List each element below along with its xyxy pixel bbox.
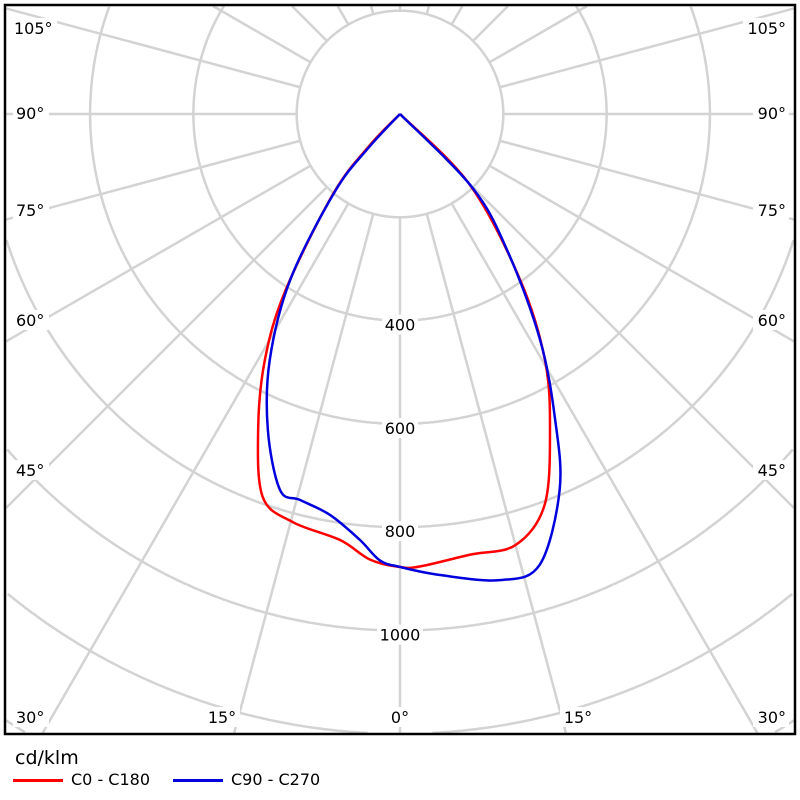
legend-label: C0 - C180: [71, 770, 151, 789]
angle-label-right: 90°: [758, 104, 786, 123]
angle-spoke: [212, 4, 312, 64]
angle-label-bottom: 15°: [564, 708, 592, 727]
radial-gridline: [88, 6, 712, 426]
angle-spoke: [41, 202, 350, 734]
angle-spoke: [472, 5, 509, 42]
angle-label-right: 105°: [747, 19, 786, 38]
legend-swatch-blue: [173, 778, 223, 782]
angle-label-left: 105°: [14, 19, 53, 38]
radial-gridline: [7, 593, 793, 735]
angle-spoke: [488, 164, 795, 343]
angle-spoke: [5, 186, 328, 509]
intensity-curves: [256, 113, 562, 582]
radial-tick-label: 800: [385, 522, 416, 541]
angle-label-bottom: 0°: [391, 708, 409, 727]
angle-spoke: [472, 186, 795, 509]
legend-item-c0-c180: C0 - C180: [13, 770, 150, 790]
legend-label: C90 - C270: [231, 770, 321, 789]
radial-tick-label: 1000: [380, 626, 421, 645]
angle-spoke: [5, 164, 312, 343]
unit-label: cd/klm: [15, 747, 79, 769]
polar-intensity-chart: 105° 105° 90° 90° 75° 75° 60° 60° 45° 45° 30° 30° 15…: [3, 3, 797, 736]
legend-item-c90-c270: C90 - C270: [173, 770, 320, 790]
radial-tick-label: 600: [385, 419, 416, 438]
angle-label-left: 90°: [16, 104, 44, 123]
angle-label-left: 45°: [16, 461, 44, 480]
angle-spoke: [425, 213, 568, 734]
radial-gridline: [192, 5, 608, 322]
angle-label-bottom: 15°: [208, 708, 236, 727]
axis-labels: 105° 105° 90° 90° 75° 75° 60° 60° 45° 45° 30° 30° 15…: [11, 18, 789, 727]
angle-label-right: 75°: [758, 201, 786, 220]
angle-label-left: 60°: [16, 311, 44, 330]
radial-tick-label: 400: [385, 316, 416, 335]
angle-spoke: [5, 139, 301, 221]
angle-label-left: 75°: [16, 201, 44, 220]
series-curve-1: [265, 113, 562, 582]
angle-spoke: [450, 202, 759, 734]
angle-spoke: [450, 5, 464, 26]
angle-spoke: [291, 5, 328, 42]
angle-spoke: [488, 4, 588, 64]
angle-spoke: [369, 5, 375, 15]
angle-label-right: 60°: [758, 311, 786, 330]
angle-spoke: [232, 213, 375, 734]
angle-label-left: 30°: [16, 708, 44, 727]
legend-swatch-red: [13, 778, 63, 782]
angle-label-right: 45°: [758, 461, 786, 480]
angle-spoke: [499, 139, 795, 221]
chart-frame: [3, 3, 797, 736]
angle-label-right: 30°: [758, 708, 786, 727]
angle-spoke: [336, 5, 350, 26]
angle-spoke: [425, 5, 431, 15]
